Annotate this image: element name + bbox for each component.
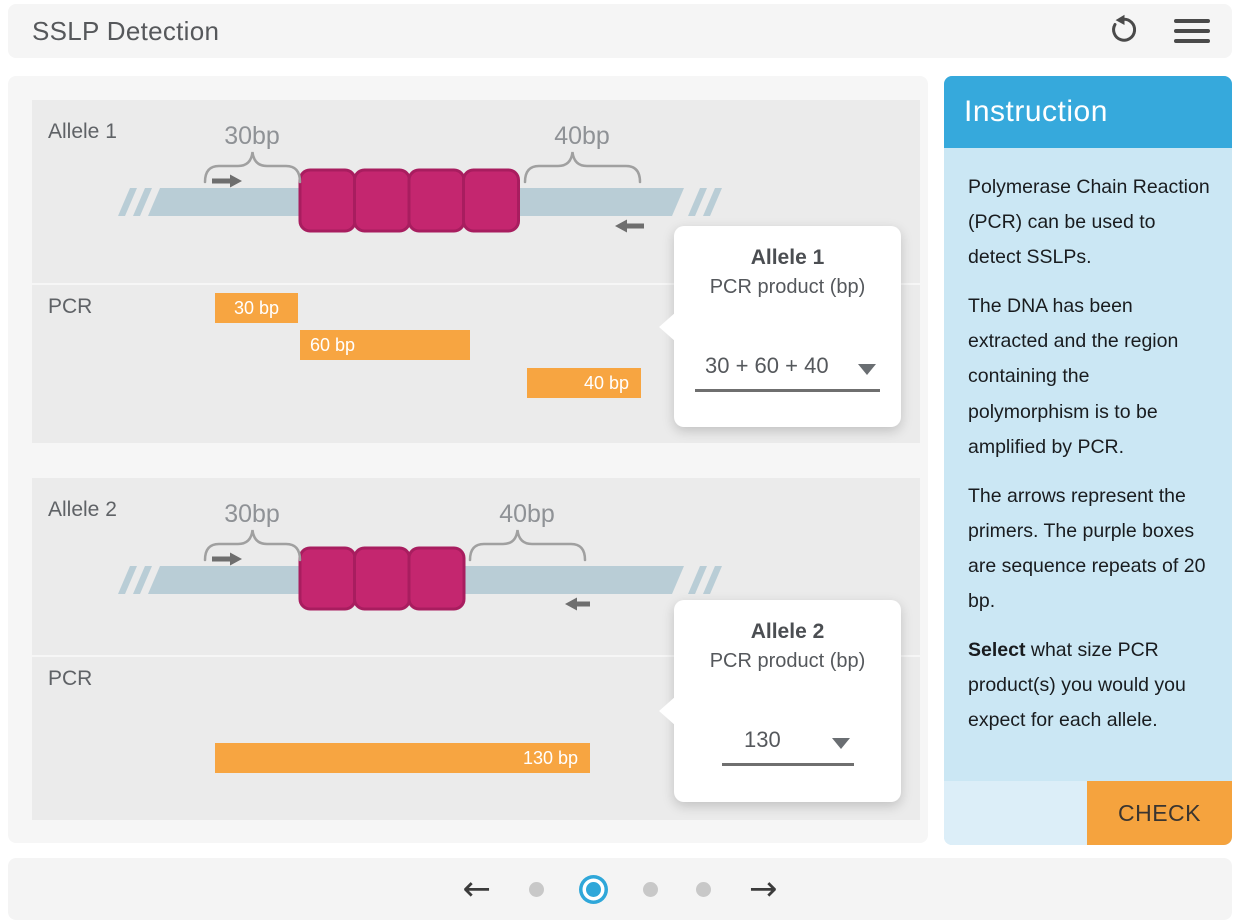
left-bracket-label: 30bp <box>224 122 280 150</box>
exercise-panel: Allele 1 30bp <box>8 76 928 843</box>
pcr-row-label: PCR <box>48 667 93 690</box>
menu-button[interactable] <box>1174 19 1210 43</box>
allele-1-label: Allele 1 <box>48 120 117 143</box>
pagination-dot[interactable] <box>643 881 658 897</box>
allele-1-answer-card: Allele 1 PCR product (bp) 30 + 60 + 40 <box>659 226 901 427</box>
forward-primer-arrow-icon <box>212 552 242 566</box>
left-bracket <box>203 529 302 562</box>
dna-break-slash <box>118 566 137 594</box>
repeat-box <box>407 168 466 233</box>
allele-1-dna-diagram: 30bp 40bp <box>118 122 722 233</box>
pcr-product-bar: 30 bp <box>215 293 298 323</box>
instruction-footer: CHECK <box>944 781 1232 845</box>
pcr-row-label: PCR <box>48 295 93 318</box>
dna-break-slash <box>133 188 152 216</box>
page-title: SSLP Detection <box>32 16 220 46</box>
next-page-arrow[interactable]: → <box>749 869 778 909</box>
reverse-primer-arrow-icon <box>615 219 644 233</box>
repeat-box <box>298 546 357 611</box>
left-bracket <box>203 151 302 184</box>
repeat-box <box>353 546 411 611</box>
instruction-task-rest: what size PCR product(s) you would you e… <box>968 639 1186 732</box>
allele-1-diagram-row: Allele 1 30bp <box>32 100 920 283</box>
right-bracket <box>468 529 587 562</box>
instruction-paragraph: Polymerase Chain Reaction (PCR) can be u… <box>968 176 1210 269</box>
repeat-box <box>462 168 520 233</box>
dropdown-arrow-icon <box>858 364 876 375</box>
left-bracket-label: 30bp <box>224 500 280 528</box>
pcr-product-bar: 40 bp <box>527 368 641 398</box>
top-bar: SSLP Detection <box>8 4 1232 58</box>
dropdown-value: 30 + 60 + 40 <box>705 353 829 378</box>
card-subtitle: PCR product (bp) <box>709 276 866 298</box>
pagination-dot[interactable] <box>529 881 544 897</box>
repeat-box <box>298 168 357 233</box>
dna-break-slash <box>118 188 137 216</box>
right-bracket <box>523 151 642 184</box>
dna-break-slash <box>133 566 152 594</box>
pagination-dot-active[interactable] <box>586 881 601 897</box>
card-title: Allele 2 <box>750 620 825 643</box>
instruction-header: Instruction <box>944 76 1232 148</box>
pcr-bar-label: 130 bp <box>522 747 578 768</box>
allele-2-label: Allele 2 <box>48 498 117 521</box>
card-title: Allele 1 <box>750 246 825 269</box>
repeat-box <box>353 168 411 233</box>
right-bracket-label: 40bp <box>554 122 610 150</box>
top-bar-actions <box>1106 4 1210 58</box>
pcr-product-bar: 60 bp <box>300 330 470 360</box>
hamburger-icon <box>1174 19 1210 43</box>
dna-break-slash <box>703 188 722 216</box>
pcr-bar-label: 30 bp <box>233 297 280 318</box>
allele-1-product-dropdown[interactable]: 30 + 60 + 40 <box>695 352 880 392</box>
repeat-box <box>407 546 466 611</box>
pcr-product-bar: 130 bp <box>215 743 590 773</box>
reset-icon <box>1106 14 1138 49</box>
pagination-dot[interactable] <box>696 881 711 897</box>
dropdown-value: 130 <box>744 727 781 752</box>
instruction-task: Select what size PCR product(s) you woul… <box>968 633 1210 738</box>
pcr-bar-label: 40 bp <box>583 372 629 393</box>
repeat-boxes <box>298 168 520 233</box>
card-subtitle: PCR product (bp) <box>709 650 866 672</box>
instruction-title: Instruction <box>964 95 1108 128</box>
pagination-bar: ← → <box>8 858 1232 920</box>
reset-button[interactable] <box>1106 14 1138 49</box>
repeat-boxes <box>298 546 466 611</box>
dna-break-slash <box>688 566 707 594</box>
allele-2-product-dropdown[interactable]: 130 <box>722 726 854 766</box>
instruction-panel: Instruction Polymerase Chain Reaction (P… <box>944 76 1232 845</box>
reverse-primer-arrow-icon <box>565 597 590 611</box>
dna-break-slash <box>703 566 722 594</box>
previous-page-arrow[interactable]: ← <box>462 869 492 909</box>
instruction-body: Polymerase Chain Reaction (PCR) can be u… <box>944 148 1232 738</box>
instruction-paragraph: The arrows represent the primers. The pu… <box>968 484 1206 613</box>
check-button[interactable]: CHECK <box>1087 781 1232 845</box>
dropdown-arrow-icon <box>832 738 850 749</box>
instruction-paragraph: The DNA has been extracted and the regio… <box>968 295 1179 458</box>
allele-2-dna-diagram: 30bp 40bp <box>118 500 722 611</box>
card-tail <box>659 696 676 726</box>
right-bracket-label: 40bp <box>499 500 555 528</box>
pcr-bar-label: 60 bp <box>310 334 356 355</box>
instruction-task-bold: Select <box>968 639 1026 662</box>
forward-primer-arrow-icon <box>212 174 242 188</box>
card-tail <box>659 312 676 342</box>
allele-2-answer-card: Allele 2 PCR product (bp) 130 <box>659 600 901 802</box>
dna-break-slash <box>688 188 707 216</box>
